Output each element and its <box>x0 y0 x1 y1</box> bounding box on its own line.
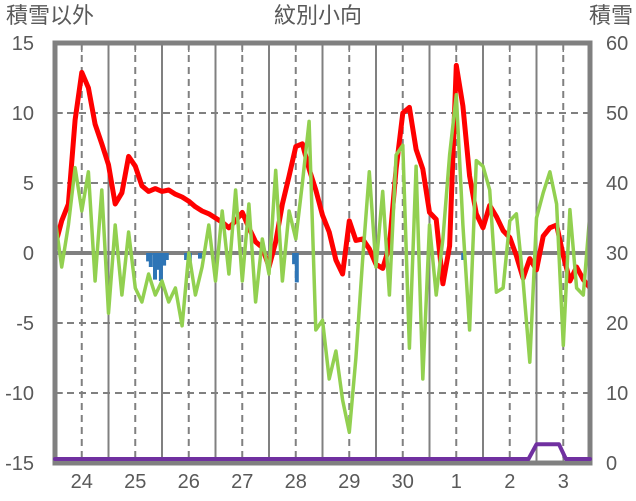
svg-text:2: 2 <box>504 471 515 493</box>
svg-text:0: 0 <box>23 243 34 265</box>
svg-text:10: 10 <box>606 383 628 405</box>
svg-text:30: 30 <box>606 243 628 265</box>
svg-text:20: 20 <box>606 313 628 335</box>
svg-text:29: 29 <box>338 471 360 493</box>
svg-text:3: 3 <box>558 471 569 493</box>
svg-text:40: 40 <box>606 173 628 195</box>
svg-text:5: 5 <box>23 173 34 195</box>
svg-text:60: 60 <box>606 33 628 55</box>
svg-text:-5: -5 <box>16 313 34 335</box>
svg-text:10: 10 <box>12 103 34 125</box>
svg-text:-10: -10 <box>5 383 34 405</box>
svg-text:24: 24 <box>71 471 93 493</box>
svg-text:30: 30 <box>392 471 414 493</box>
left-axis-title: 積雪以外 <box>6 3 95 28</box>
svg-text:50: 50 <box>606 103 628 125</box>
svg-text:-15: -15 <box>5 453 34 475</box>
svg-text:28: 28 <box>285 471 307 493</box>
right-axis-title: 積雪 <box>588 3 633 28</box>
svg-text:26: 26 <box>178 471 200 493</box>
svg-text:1: 1 <box>451 471 462 493</box>
chart-title: 紋別小向 <box>273 3 362 28</box>
svg-text:15: 15 <box>12 33 34 55</box>
svg-text:27: 27 <box>231 471 253 493</box>
svg-text:25: 25 <box>124 471 146 493</box>
svg-text:0: 0 <box>606 453 617 475</box>
